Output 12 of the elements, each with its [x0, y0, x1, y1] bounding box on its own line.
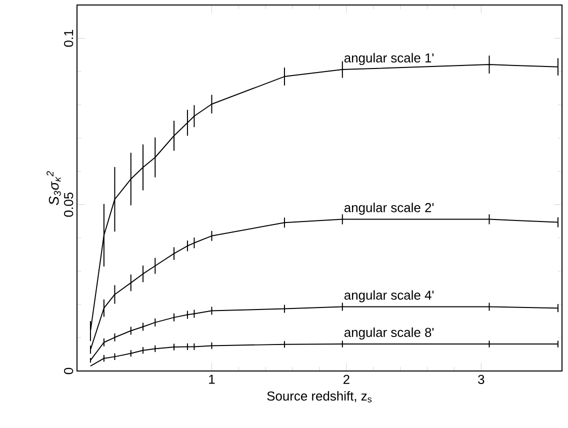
y-tick-label: 0.1: [64, 30, 74, 47]
x-tick-label: 1: [209, 374, 215, 384]
y-tick-label: 0.05: [64, 192, 74, 217]
series-label: angular scale 4': [344, 290, 434, 302]
series-label: angular scale 1': [344, 52, 434, 66]
x-axis-title: Source redshift, z$_{s}$: [267, 391, 372, 402]
series-label: angular scale 2': [344, 202, 434, 215]
series-label: angular scale 8': [344, 327, 434, 340]
y-tick-label: 0: [64, 368, 74, 374]
y-axis-title: S$_{3}$σ$_{κ}$2: [46, 171, 61, 206]
x-tick-label: 2: [344, 374, 350, 384]
x-tick-label: 3: [478, 374, 484, 384]
